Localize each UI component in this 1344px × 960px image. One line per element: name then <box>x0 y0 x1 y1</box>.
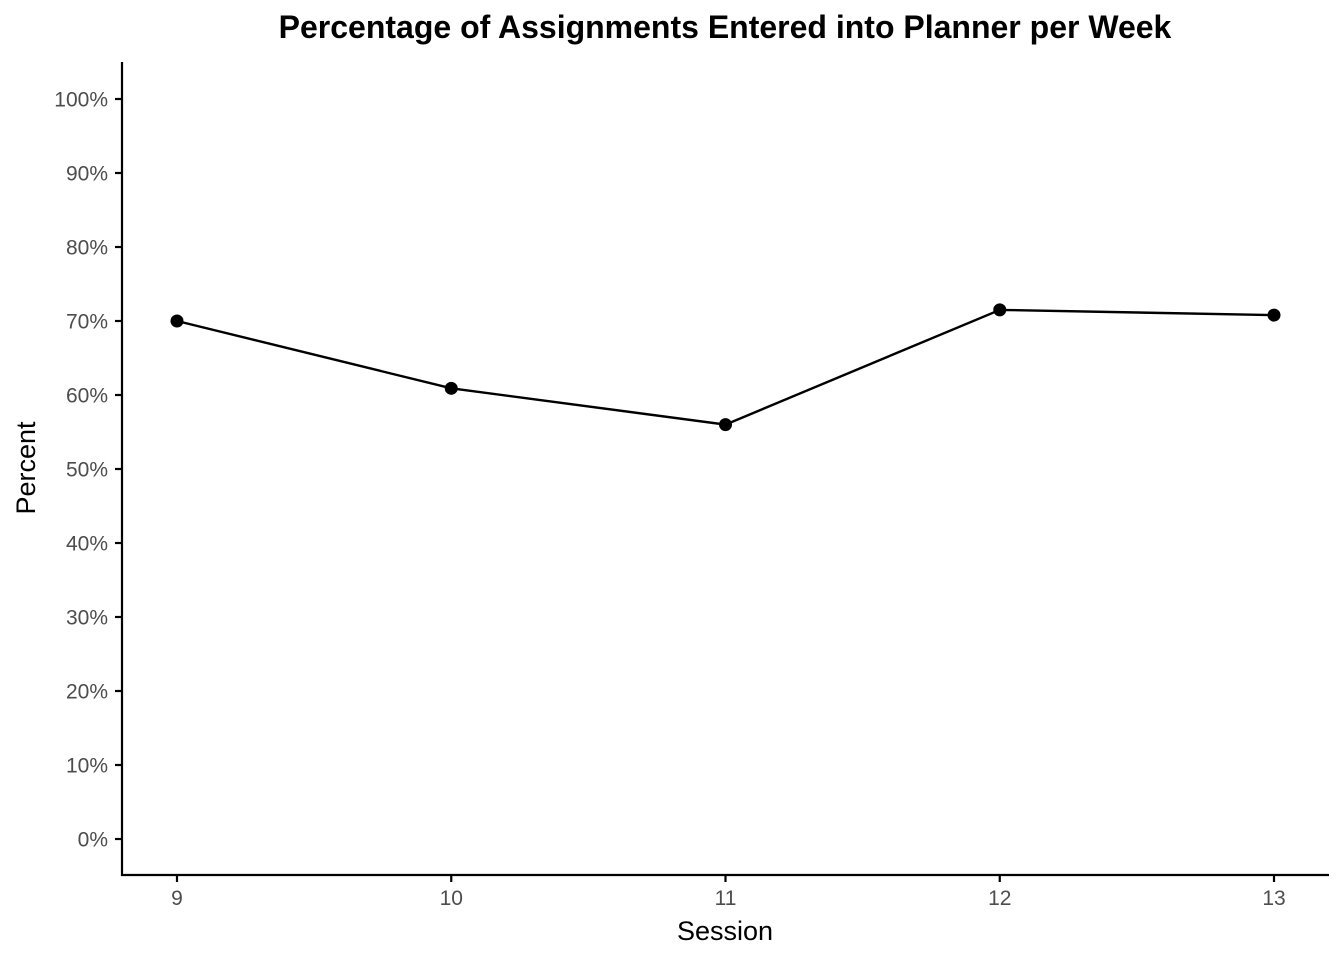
series-group <box>170 303 1281 432</box>
data-point <box>719 418 732 432</box>
y-tick-label: 30% <box>66 607 108 630</box>
y-axis-ticks: 0% 10% 20% 30% 40% 50% 60% 70% 80% 90% 100% <box>54 89 122 852</box>
y-tick-label: 10% <box>66 755 108 778</box>
y-tick-label: 70% <box>66 311 108 334</box>
data-point <box>1267 308 1281 322</box>
x-tick-label: 12 <box>988 887 1011 910</box>
series-line <box>176 308 1275 426</box>
x-axis-ticks: 9 10 11 12 13 <box>171 875 1286 910</box>
y-tick-label: 100% <box>54 89 108 112</box>
x-axis-title: Session <box>677 916 773 946</box>
y-tick-label: 80% <box>66 237 108 260</box>
x-tick-label: 13 <box>1262 887 1285 910</box>
y-axis-title: Percent <box>11 421 41 515</box>
y-tick-label: 40% <box>66 533 108 556</box>
y-tick-label: 20% <box>66 681 108 704</box>
plot-area: 0% 10% 20% 30% 40% 50% 60% 70% 80% 90% 100% 9 10 11 1… <box>54 62 1329 910</box>
x-tick-label: 9 <box>171 887 183 910</box>
y-tick-label: 0% <box>78 829 108 852</box>
y-tick-label: 50% <box>66 459 108 482</box>
chart-title: Percentage of Assignments Entered into P… <box>279 9 1172 45</box>
y-tick-label: 60% <box>66 385 108 408</box>
data-point <box>170 314 184 328</box>
y-tick-label: 90% <box>66 163 108 186</box>
x-tick-label: 10 <box>440 887 463 910</box>
x-tick-label: 11 <box>715 887 737 910</box>
data-point <box>993 303 1007 317</box>
data-point <box>444 381 458 395</box>
